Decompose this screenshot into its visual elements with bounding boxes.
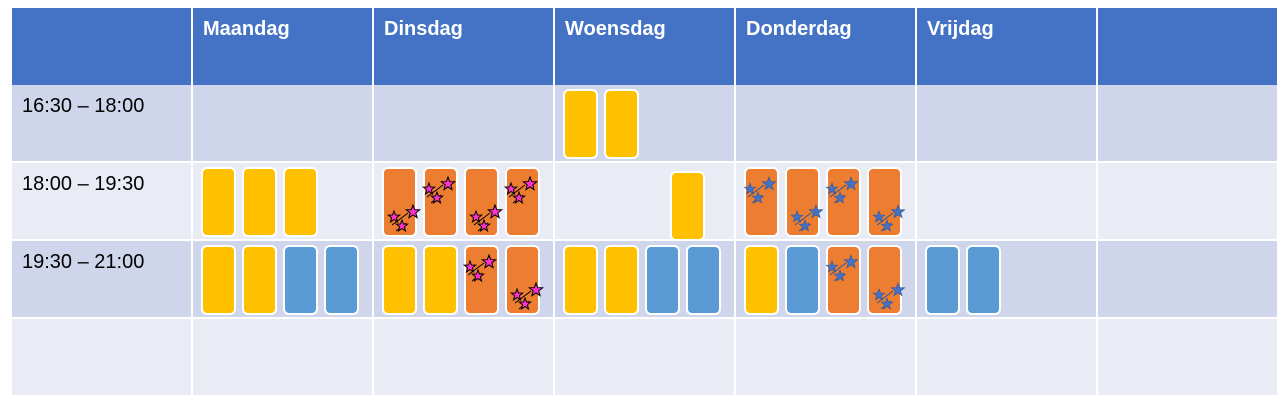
activity-block[interactable] bbox=[421, 167, 458, 237]
activity-block[interactable] bbox=[744, 245, 779, 315]
schedule-table: Maandag Dinsdag Woensdag Donderdag Vrijd… bbox=[12, 8, 1280, 400]
table-cell bbox=[193, 85, 374, 163]
table-cell bbox=[1098, 163, 1279, 241]
time-label: 16:30 – 18:00 bbox=[22, 95, 145, 117]
activity-block[interactable] bbox=[283, 167, 318, 237]
shooting-stars-icon bbox=[743, 176, 777, 204]
header-day-vrijdag: Vrijdag bbox=[917, 8, 1098, 85]
table-cell bbox=[374, 319, 555, 397]
activity-block[interactable] bbox=[242, 245, 277, 315]
activity-block[interactable] bbox=[867, 167, 906, 237]
activity-block[interactable] bbox=[563, 89, 598, 159]
activity-block[interactable] bbox=[604, 245, 639, 315]
day-label: Maandag bbox=[203, 18, 290, 40]
activity-block[interactable] bbox=[503, 167, 540, 237]
time-label: 18:00 – 19:30 bbox=[22, 173, 145, 195]
table-cell bbox=[12, 85, 193, 163]
activity-block[interactable] bbox=[563, 245, 598, 315]
activity-block[interactable] bbox=[283, 245, 318, 315]
table-cell bbox=[917, 163, 1098, 241]
header-day-woensdag: Woensdag bbox=[555, 8, 736, 85]
activity-block[interactable] bbox=[242, 167, 277, 237]
table-cell bbox=[1098, 85, 1279, 163]
header-day-donderdag: Donderdag bbox=[736, 8, 917, 85]
shooting-stars-icon bbox=[825, 254, 859, 282]
header-day-maandag: Maandag bbox=[193, 8, 374, 85]
activity-block[interactable] bbox=[382, 167, 422, 237]
activity-block[interactable] bbox=[785, 245, 820, 315]
day-label: Woensdag bbox=[565, 18, 666, 40]
activity-block[interactable] bbox=[462, 245, 499, 315]
day-label: Vrijdag bbox=[927, 18, 994, 40]
activity-block[interactable] bbox=[382, 245, 417, 315]
shooting-stars-icon bbox=[872, 282, 906, 310]
table-cell bbox=[736, 85, 917, 163]
activity-block[interactable] bbox=[925, 245, 960, 315]
shooting-stars-icon bbox=[462, 253, 498, 283]
shooting-stars-icon bbox=[872, 204, 906, 232]
activity-block[interactable] bbox=[867, 245, 906, 315]
activity-block[interactable] bbox=[201, 167, 236, 237]
activity-block[interactable] bbox=[669, 171, 705, 241]
table-cell bbox=[12, 241, 193, 319]
day-label: Donderdag bbox=[746, 18, 852, 40]
table-cell bbox=[1098, 319, 1279, 397]
activity-block[interactable] bbox=[324, 245, 359, 315]
activity-block[interactable] bbox=[464, 167, 504, 237]
activity-block[interactable] bbox=[686, 245, 721, 315]
shooting-stars-icon bbox=[503, 175, 539, 205]
activity-block[interactable] bbox=[743, 167, 779, 237]
table-cell bbox=[555, 163, 736, 241]
activity-block[interactable] bbox=[825, 245, 861, 315]
shooting-stars-icon bbox=[421, 175, 457, 205]
activity-block[interactable] bbox=[645, 245, 680, 315]
day-label: Dinsdag bbox=[384, 18, 463, 40]
activity-block[interactable] bbox=[201, 245, 236, 315]
activity-block[interactable] bbox=[604, 89, 639, 159]
time-label: 19:30 – 21:00 bbox=[22, 251, 145, 273]
table-cell bbox=[917, 319, 1098, 397]
table-cell bbox=[374, 85, 555, 163]
table-cell bbox=[12, 319, 193, 397]
table-cell bbox=[736, 319, 917, 397]
activity-block[interactable] bbox=[423, 245, 458, 315]
shooting-stars-icon bbox=[386, 203, 422, 233]
activity-block[interactable] bbox=[825, 167, 861, 237]
header-corner-cell bbox=[12, 8, 193, 85]
table-cell bbox=[917, 85, 1098, 163]
activity-block[interactable] bbox=[505, 245, 545, 315]
table-cell bbox=[1098, 241, 1279, 319]
activity-block[interactable] bbox=[966, 245, 1001, 315]
header-day-dinsdag: Dinsdag bbox=[374, 8, 555, 85]
shooting-stars-icon bbox=[825, 176, 859, 204]
table-cell bbox=[193, 319, 374, 397]
activity-block[interactable] bbox=[785, 167, 824, 237]
shooting-stars-icon bbox=[509, 281, 545, 311]
table-cell bbox=[555, 319, 736, 397]
table-cell bbox=[12, 163, 193, 241]
header-empty-cell bbox=[1098, 8, 1279, 85]
shooting-stars-icon bbox=[468, 203, 504, 233]
shooting-stars-icon bbox=[790, 204, 824, 232]
